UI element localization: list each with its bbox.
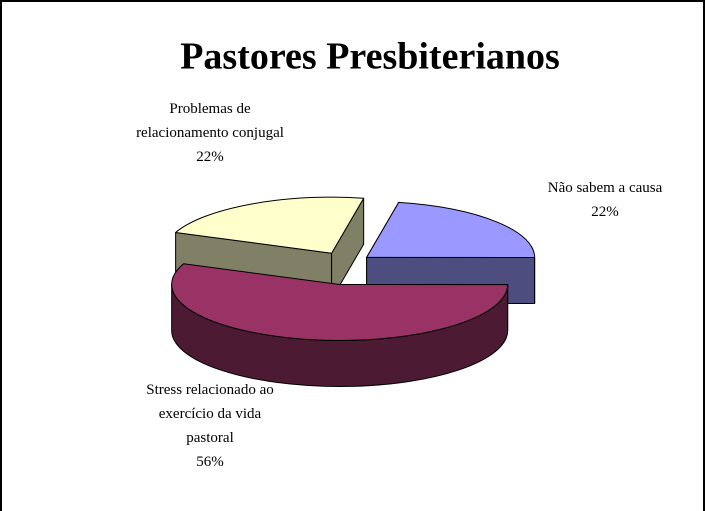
category-label: Problemas de relacionamento conjugal	[136, 101, 284, 141]
category-label: Stress relacionado ao exercício da vida …	[146, 382, 274, 446]
chart-title: Pastores Presbiterianos	[180, 36, 560, 78]
slice	[366, 201, 536, 259]
slice-label: Stress relacionado ao exercício da vida …	[135, 378, 285, 474]
value-label: 22%	[196, 149, 224, 165]
value-label: 22%	[591, 204, 619, 220]
slice-label: Problemas de relacionamento conjugal 22%	[130, 97, 290, 169]
slice-label: Não sabem a causa 22%	[530, 176, 680, 224]
slice	[171, 263, 509, 341]
category-label: Não sabem a causa	[547, 180, 663, 196]
value-label: 56%	[196, 454, 224, 470]
slice	[175, 196, 365, 254]
